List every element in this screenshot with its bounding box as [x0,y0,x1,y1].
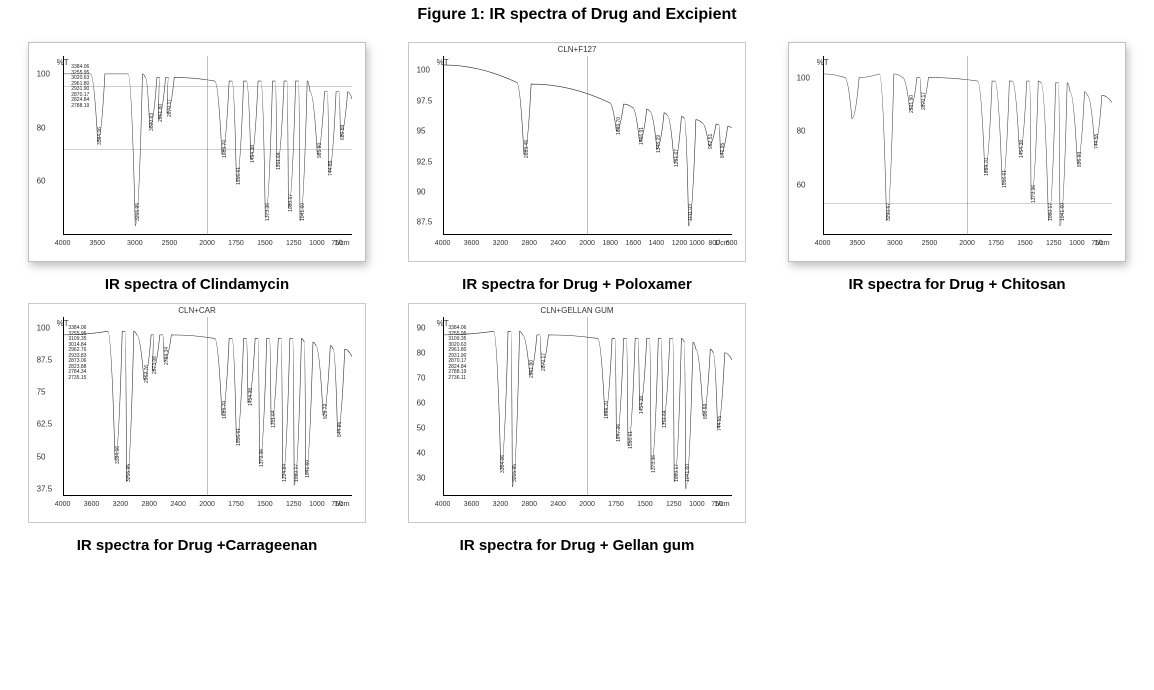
panel-chitosan: 1008060400035003000250020001750150012501… [788,42,1126,293]
caption-poloxamer: IR spectra for Drug + Poloxamer [408,276,746,293]
chart-clindamycin: 1008060400035003000250020001750150012501… [28,42,366,262]
panel-carrageenan: 10087.57562.55037.5400036003200280024002… [28,303,366,554]
figure-page: { "figure": { "title": "Figure 1: IR spe… [0,0,1154,690]
caption-carrageenan: IR spectra for Drug +Carrageenan [28,537,366,554]
chart-chitosan: 1008060400035003000250020001750150012501… [788,42,1126,262]
caption-chitosan: IR spectra for Drug + Chitosan [788,276,1126,293]
caption-clindamycin: IR spectra of Clindamycin [28,276,366,293]
panel-empty [788,303,1126,554]
caption-gellan: IR spectra for Drug + Gellan gum [408,537,746,554]
panel-poloxamer: 10097.59592.59087.5400036003200280024002… [408,42,746,293]
chart-gellan: 9080706050403040003600320028002400200017… [408,303,746,523]
panel-clindamycin: 1008060400035003000250020001750150012501… [28,42,366,293]
figure-grid: 1008060400035003000250020001750150012501… [0,42,1154,554]
chart-poloxamer: 10097.59592.59087.5400036003200280024002… [408,42,746,262]
figure-title: Figure 1: IR spectra of Drug and Excipie… [0,0,1154,42]
panel-gellan: 9080706050403040003600320028002400200017… [408,303,746,554]
chart-carrageenan: 10087.57562.55037.5400036003200280024002… [28,303,366,523]
